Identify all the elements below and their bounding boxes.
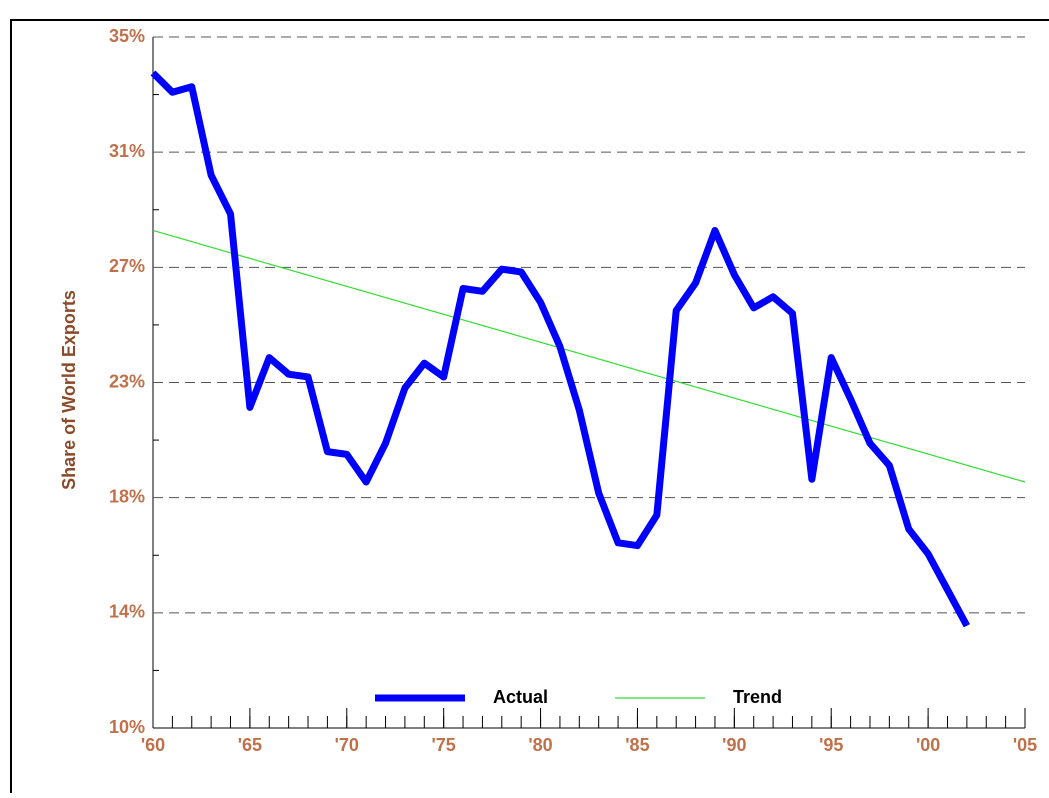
series-line: [150, 70, 970, 628]
y-axis-label: Share of World Exports: [59, 290, 79, 490]
x-tick-label: '65: [238, 735, 262, 755]
x-tick-label: '85: [625, 735, 649, 755]
frame: [10, 19, 1049, 798]
y-tick-label: 35%: [109, 26, 145, 46]
series-line: [152, 229, 1026, 483]
x-tick-label: '75: [432, 735, 456, 755]
x-tick-label: '00: [916, 735, 940, 755]
x-tick-label: '05: [1013, 735, 1037, 755]
x-tick-label: '60: [141, 735, 165, 755]
y-tick-label: 31%: [109, 141, 145, 161]
y-tick-label: 23%: [109, 371, 145, 391]
y-tick-label: 18%: [109, 486, 145, 506]
y-tick-label: 27%: [109, 256, 145, 276]
y-tick-label: 14%: [109, 602, 145, 622]
legend-label: Trend: [733, 687, 782, 707]
x-tick-label: '70: [335, 735, 359, 755]
legend-label: Actual: [493, 687, 548, 707]
y-tick-label: 10%: [109, 717, 145, 737]
x-tick-label: '95: [819, 735, 843, 755]
x-tick-label: '90: [722, 735, 746, 755]
x-tick-label: '80: [528, 735, 552, 755]
